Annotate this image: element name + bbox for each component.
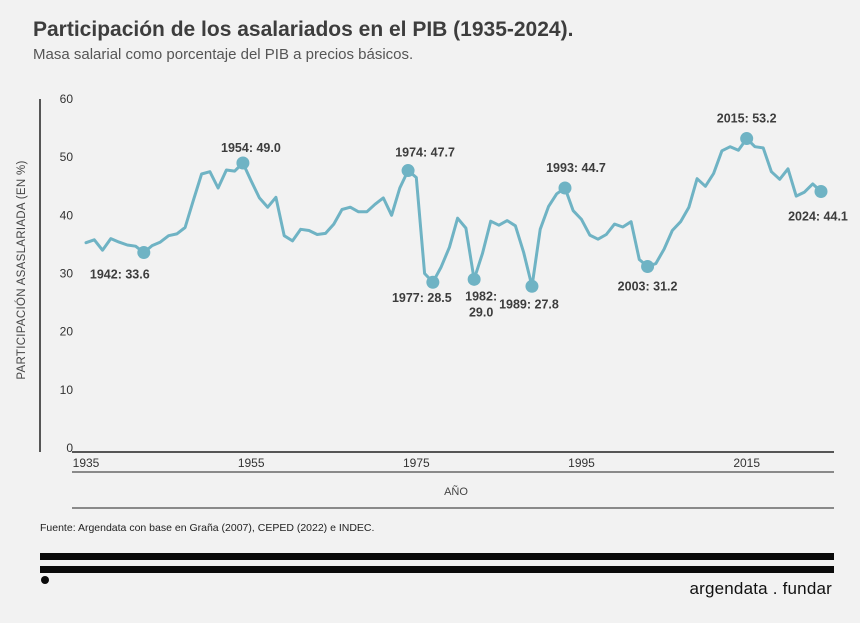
x-tick-label: 1995 — [568, 456, 595, 470]
y-tick-label: 60 — [60, 92, 74, 106]
annotation-label: 1977: 28.5 — [392, 291, 452, 305]
highlight-marker — [426, 275, 440, 289]
line-chart: 0 10 20 30 40 50 60 1935 1955 1975 1995 2015 AÑO PART… — [15, 92, 848, 509]
chart-axes: 0 10 20 30 40 50 60 1935 1955 1975 1995 2015 AÑO PART… — [15, 92, 834, 509]
highlight-marker — [137, 246, 151, 260]
page-subtitle: Masa salarial como porcentaje del PIB a … — [33, 46, 414, 63]
y-tick-label: 20 — [60, 325, 74, 339]
chart-annotations: 1942: 33.6 1954: 49.0 1974: 47.7 1977: 28.5… — [90, 112, 848, 320]
page-title: Participación de los asalariados en el P… — [33, 18, 574, 41]
highlight-marker — [401, 164, 415, 178]
annotation-label: 1993: 44.7 — [546, 161, 606, 175]
annotation-label: 1982: — [465, 289, 497, 303]
highlight-marker — [558, 181, 572, 195]
x-tick-label: 1975 — [403, 456, 430, 470]
x-tick-label: 1955 — [238, 456, 265, 470]
annotation-label-value: 29.0 — [469, 305, 493, 319]
y-tick-label: 40 — [60, 208, 74, 222]
series-line — [84, 137, 823, 288]
annotation-label: 1989: 27.8 — [499, 297, 559, 311]
highlight-marker — [814, 184, 828, 198]
annotation-label: 1954: 49.0 — [221, 141, 281, 155]
chart-series — [84, 137, 823, 288]
x-axis-title: AÑO — [444, 485, 468, 498]
footer-dot — [41, 576, 49, 584]
highlight-marker — [740, 132, 754, 146]
brand-logo: argendata . fundar — [689, 579, 832, 598]
y-axis-title: PARTICIPACIÓN ASASLARIADA (EN %) — [15, 160, 28, 379]
highlight-marker — [641, 260, 655, 274]
x-tick-label: 2015 — [733, 456, 760, 470]
footer-bar-top — [40, 553, 834, 560]
y-tick-label: 0 — [66, 441, 73, 455]
highlight-marker — [236, 156, 250, 170]
annotation-label: 2024: 44.1 — [788, 209, 848, 223]
source-note: Fuente: Argendata con base en Graña (200… — [40, 522, 375, 534]
x-tick-label: 1935 — [73, 456, 100, 470]
annotation-label: 1974: 47.7 — [395, 146, 455, 160]
y-tick-label: 30 — [60, 267, 74, 281]
footer-bar-bottom — [40, 566, 834, 573]
annotation-label: 1942: 33.6 — [90, 268, 150, 282]
annotation-label: 2015: 53.2 — [717, 112, 777, 126]
highlight-marker — [525, 279, 539, 293]
chart-markers — [137, 132, 828, 293]
annotation-label: 2003: 31.2 — [618, 280, 678, 294]
y-tick-label: 10 — [60, 383, 74, 397]
y-tick-label: 50 — [60, 150, 74, 164]
highlight-marker — [467, 272, 481, 286]
